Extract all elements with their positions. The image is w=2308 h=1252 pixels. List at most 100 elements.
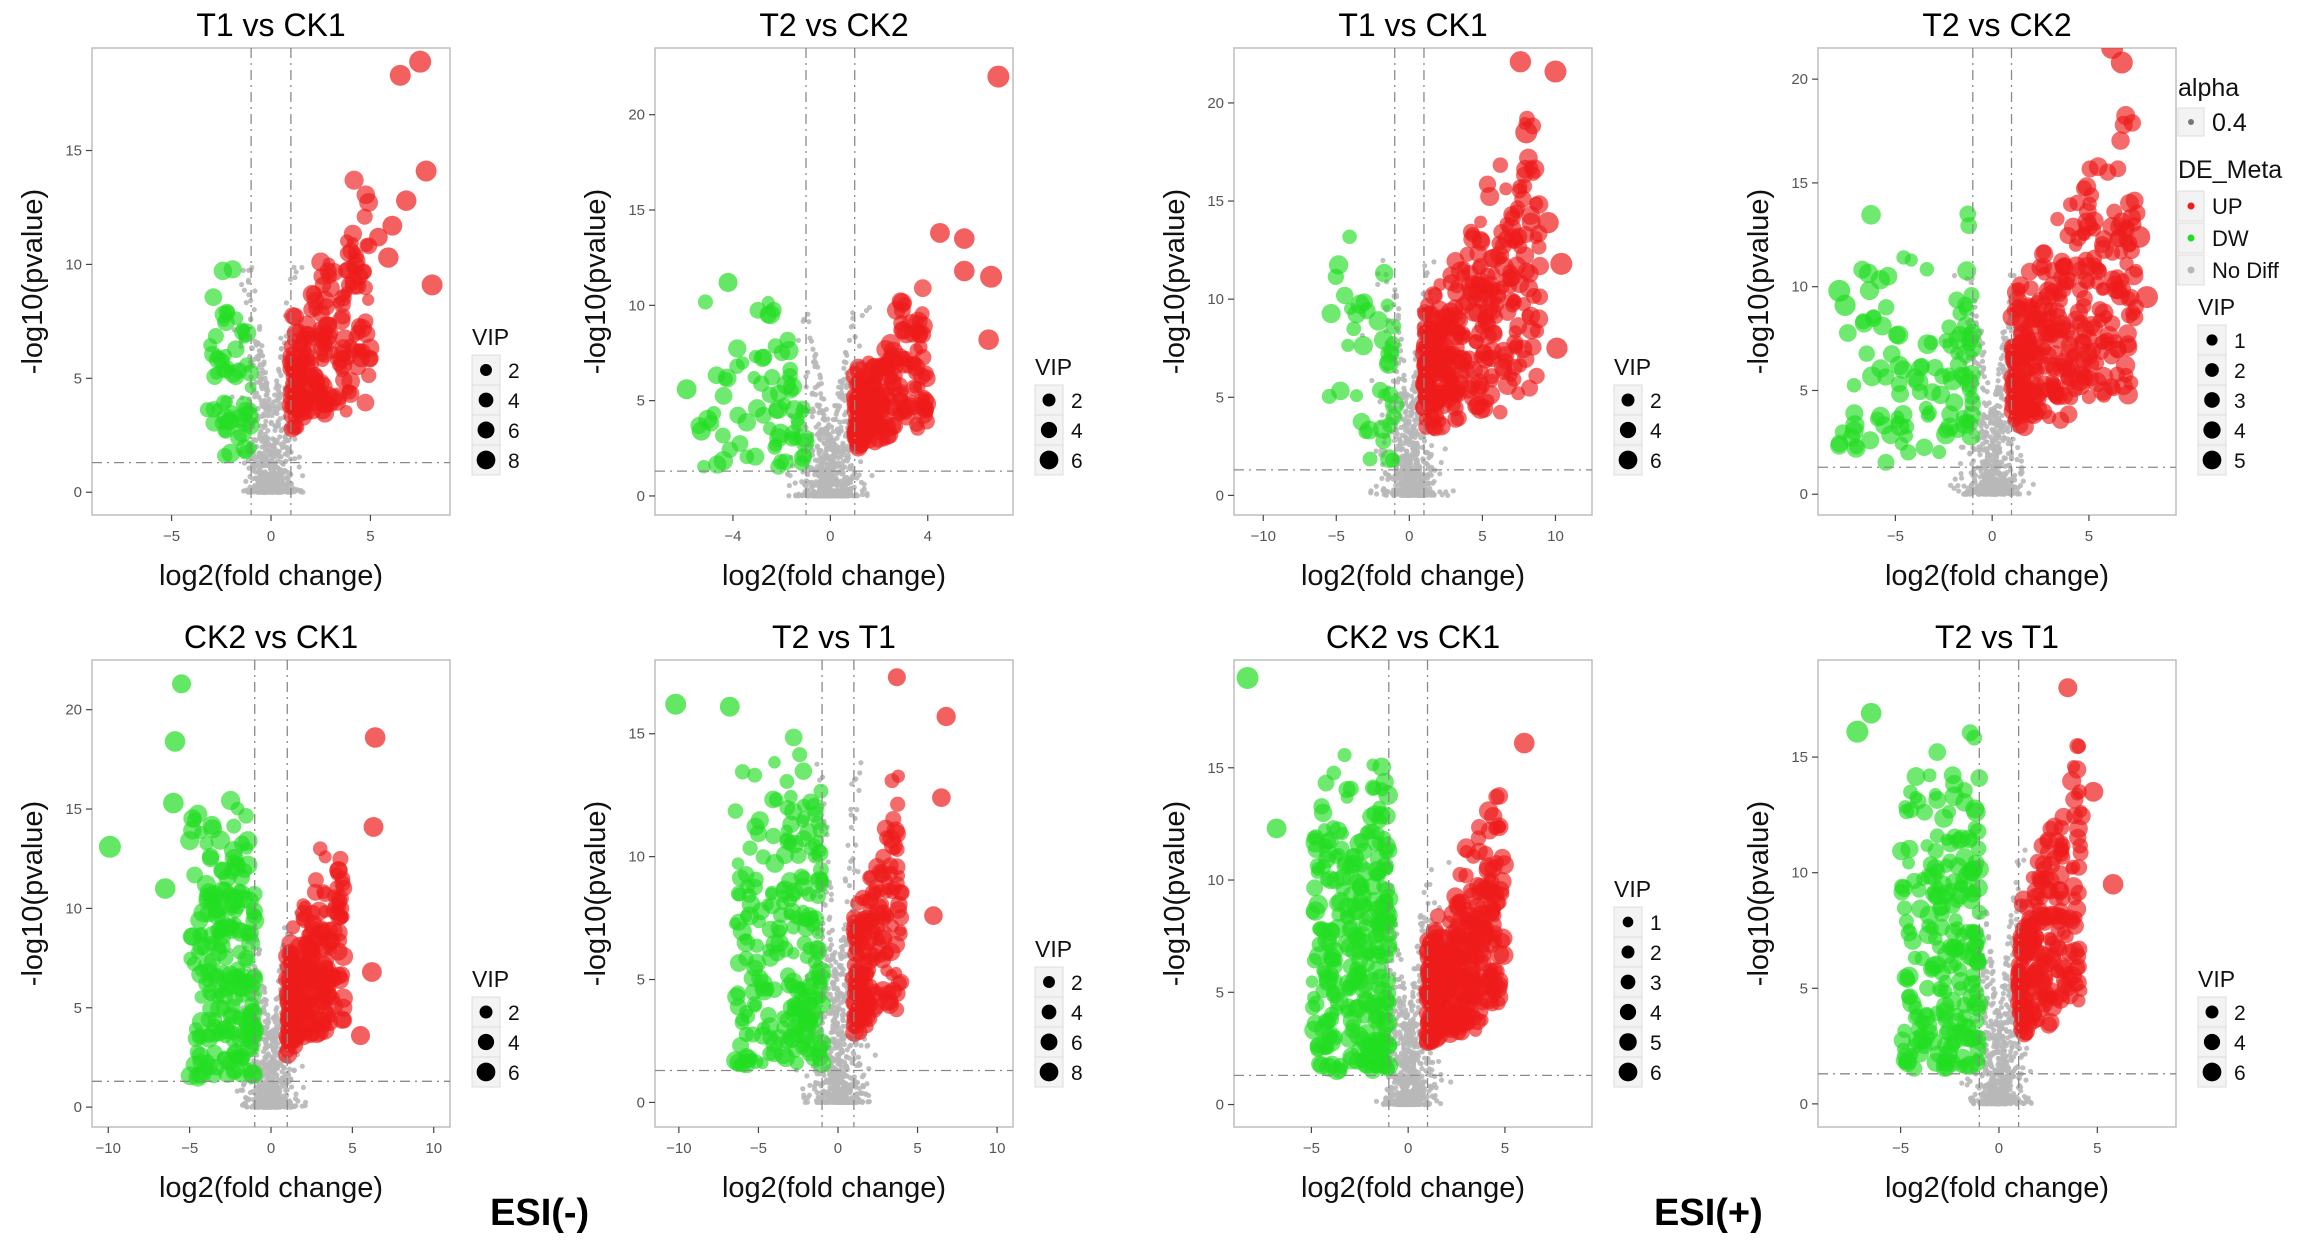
down-point [238,331,251,344]
nodiff-point [257,1090,263,1097]
nodiff-point [1401,483,1407,489]
up-point [1470,399,1491,420]
x-tick-label: 10 [425,1140,442,1157]
nodiff-point [279,444,286,451]
nodiff-point [267,1103,273,1109]
nodiff-point [1961,491,1967,497]
nodiff-point [281,468,288,474]
nodiff-point [251,436,257,443]
down-point [1891,385,1910,403]
up-point [2059,405,2078,424]
nodiff-point [272,392,278,398]
down-point [1941,367,1957,383]
nodiff-point [827,493,833,499]
nodiff-point [1985,474,1991,481]
down-point [204,345,221,363]
up-point [1544,60,1567,83]
up-point [2038,346,2057,365]
down-point [1335,286,1354,305]
nodiff-point [239,281,245,288]
up-point [2052,315,2072,335]
down-point [205,414,223,432]
up-point [1510,200,1526,216]
up-point [1439,369,1457,387]
up-point [339,260,358,280]
x-tick-label: 0 [1988,528,1996,545]
nodiff-point [859,492,866,498]
up-point [1480,385,1501,405]
nodiff-point [293,1091,299,1097]
nodiff-point [1972,446,1978,453]
nodiff-point [258,398,264,404]
nodiff-point [274,423,280,429]
y-tick-label: 15 [628,202,645,219]
nodiff-point [268,449,274,455]
up-point [2008,290,2027,310]
vip-legend-label: 4 [1650,420,1662,443]
nodiff-point [1411,452,1417,458]
nodiff-point [792,493,799,499]
nodiff-point [245,1096,252,1102]
down-point [753,349,772,368]
nodiff-point [2002,426,2008,433]
down-point [1362,451,1378,467]
down-point [199,836,214,851]
down-point [1921,405,1937,421]
nodiff-point [841,477,847,483]
up-point [909,343,924,357]
nodiff-point [258,428,264,435]
nodiff-point [278,353,284,360]
down-point [1368,311,1389,331]
down-point [1877,453,1895,471]
nodiff-point [1983,433,1989,439]
nodiff-point [1392,287,1398,293]
nodiff-point [828,434,834,440]
y-tick-label: 10 [1207,291,1224,308]
nodiff-point [296,454,302,460]
nodiff-point [824,446,830,452]
nodiff-point [812,384,818,391]
up-point [1447,306,1464,323]
up-point [2030,295,2044,309]
y-tick-label: 0 [74,1099,82,1116]
up-point [2070,375,2091,396]
nodiff-point [803,483,809,489]
nodiff-point [832,461,839,467]
nodiff-point [821,455,827,461]
nodiff-point [1428,453,1434,459]
nodiff-point [2018,452,2024,459]
nodiff-point [825,480,831,486]
nodiff-point [1373,483,1379,489]
data-points [98,674,386,1110]
y-axis-label: -log10(pvalue) [17,801,49,986]
nodiff-point [275,1040,281,1047]
up-point [851,428,869,445]
nodiff-point [1967,451,1973,457]
x-axis-label: log2(fold change) [159,1172,383,1204]
up-point [289,395,302,409]
nodiff-point [824,461,831,467]
up-point [1416,371,1436,391]
y-tick-label: 15 [65,801,82,818]
vip-legend-label: 2 [1071,390,1083,413]
nodiff-point [250,1088,256,1095]
nodiff-point [1994,391,2000,398]
nodiff-point [801,316,807,322]
nodiff-point [1985,380,1991,386]
nodiff-point [1996,371,2002,377]
nodiff-point [813,424,819,430]
nodiff-point [861,481,867,487]
nodiff-point [834,443,840,450]
up-point [2018,398,2037,417]
up-point [1504,228,1523,247]
nodiff-point [1401,458,1407,465]
up-point [319,262,337,280]
up-point [300,399,314,413]
nodiff-point [838,450,844,456]
nodiff-point [253,475,259,482]
x-tick-label: −10 [1250,528,1275,545]
nodiff-point [258,349,264,355]
up-point [1447,398,1461,413]
vip-legend-label: 6 [1650,450,1662,473]
